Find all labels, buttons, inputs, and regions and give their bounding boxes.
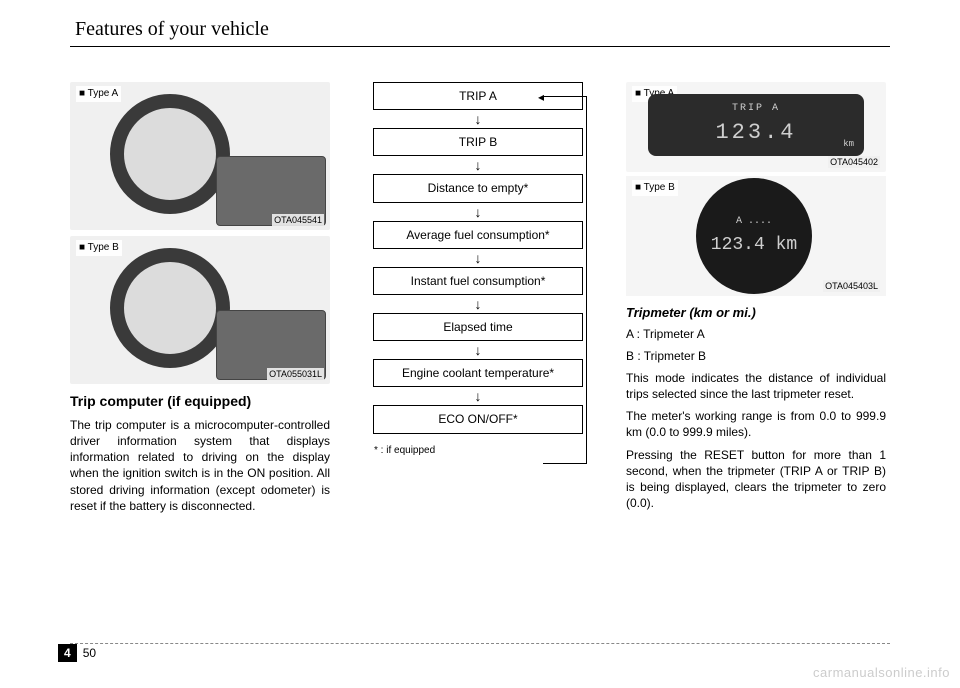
display-figure-type-a: ■ Type A TRIP A 123.4 km OTA045402 xyxy=(626,82,886,172)
steering-wheel-icon xyxy=(110,248,230,368)
disp-value: 123.4 xyxy=(715,118,796,148)
column-left: ■ Type A OTA045541 ■ Type B OTA055031L T… xyxy=(70,82,330,517)
arrow-down-icon: ↓ xyxy=(475,297,482,311)
tripmeter-line-b: B : Tripmeter B xyxy=(626,348,886,364)
type-a-label: ■ Type A xyxy=(76,86,121,102)
disp-b-value: 123.4 km xyxy=(711,233,797,257)
figure-steering-type-b: ■ Type B OTA055031L xyxy=(70,236,330,384)
figure-code-a: OTA045541 xyxy=(272,214,324,226)
arrow-down-icon: ↓ xyxy=(475,251,482,265)
disp-code-b: OTA045403L xyxy=(823,280,880,292)
chapter-number: 4 xyxy=(58,644,77,662)
tripmeter-p1: This mode indicates the distance of indi… xyxy=(626,370,886,402)
tripmeter-p2: The meter's working range is from 0.0 to… xyxy=(626,408,886,440)
display-figure-type-b: ■ Type B A .... 123.4 km OTA045403L xyxy=(626,176,886,296)
arrow-down-icon: ↓ xyxy=(475,158,482,172)
figure-steering-type-a: ■ Type A OTA045541 xyxy=(70,82,330,230)
arrow-down-icon: ↓ xyxy=(475,343,482,357)
disp-trip-label: TRIP A xyxy=(732,102,780,116)
tripmeter-p3: Pressing the RESET button for more than … xyxy=(626,447,886,512)
footer-rule xyxy=(70,643,890,644)
arrow-down-icon: ↓ xyxy=(475,389,482,403)
disp-b-top: A .... xyxy=(736,215,772,229)
disp-unit: km xyxy=(843,138,854,150)
trip-computer-heading: Trip computer (if equipped) xyxy=(70,392,330,411)
column-right: ■ Type A TRIP A 123.4 km OTA045402 ■ Typ… xyxy=(626,82,886,517)
figure-code-b: OTA055031L xyxy=(267,368,324,380)
flow-return-line xyxy=(543,96,587,464)
arrow-down-icon: ↓ xyxy=(475,112,482,126)
page-number: 4 50 xyxy=(58,644,102,662)
display-rect-icon: TRIP A 123.4 km xyxy=(648,94,864,156)
arrow-down-icon: ↓ xyxy=(475,205,482,219)
trip-computer-body: The trip computer is a microcomputer-con… xyxy=(70,417,330,514)
header-rule xyxy=(70,46,890,47)
type-b-label: ■ Type B xyxy=(76,240,122,256)
page-header-title: Features of your vehicle xyxy=(75,18,269,41)
disp-code-a: OTA045402 xyxy=(828,156,880,168)
disp-type-b-label: ■ Type B xyxy=(632,180,678,196)
tripmeter-heading: Tripmeter (km or mi.) xyxy=(626,304,886,322)
page-number-value: 50 xyxy=(77,644,102,662)
steering-wheel-icon xyxy=(110,94,230,214)
arrow-left-icon: ◂ xyxy=(538,90,544,104)
content-columns: ■ Type A OTA045541 ■ Type B OTA055031L T… xyxy=(70,82,890,517)
watermark: carmanualsonline.info xyxy=(813,665,950,680)
tripmeter-line-a: A : Tripmeter A xyxy=(626,326,886,342)
display-circle-icon: A .... 123.4 km xyxy=(696,178,812,294)
